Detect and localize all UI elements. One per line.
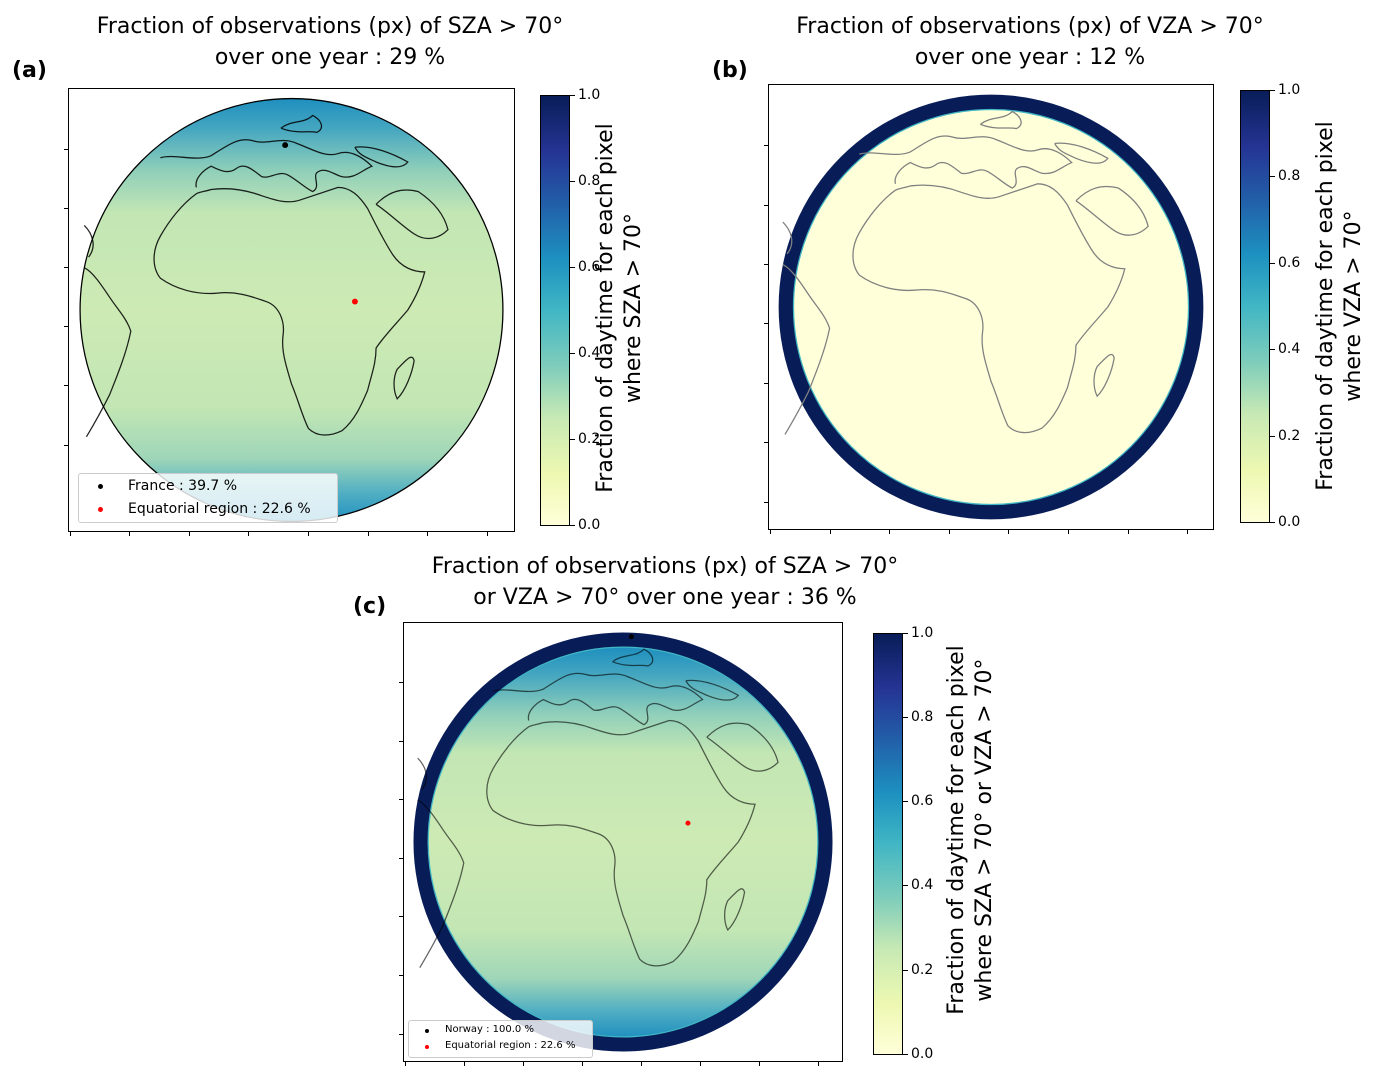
- panel-a-map-frame: [68, 88, 515, 532]
- panel-c-cbtick-3: 0.6: [911, 793, 934, 809]
- panel-c-cbtick-0: 0.0: [911, 1046, 934, 1062]
- panel-a-title-line1: Fraction of observations (px) of SZA > 7…: [96, 14, 564, 39]
- panel-c-globe-disk: [427, 646, 819, 1038]
- panel-a-legend-marker-france: [98, 484, 103, 489]
- panel-b-colorbar: [1240, 90, 1270, 523]
- panel-b-cbtick-4: 0.8: [1278, 168, 1301, 184]
- panel-c-legend: Norway : 100.0 % Equatorial region : 22.…: [408, 1020, 593, 1058]
- panel-b-colorbar-label-line1: Fraction of daytime for each pixel: [1313, 121, 1338, 491]
- panel-a-title: Fraction of observations (px) of SZA > 7…: [60, 11, 600, 73]
- panel-b-colorbar-label: Fraction of daytime for each pixel where…: [1312, 96, 1368, 516]
- panel-a-legend-equatorial: Equatorial region : 22.6 %: [128, 501, 311, 517]
- panel-c-colorbar-label: Fraction of daytime for each pixel where…: [943, 610, 999, 1050]
- panel-a-cbtick-1: 0.2: [578, 431, 601, 447]
- panel-b-globe: [768, 84, 1214, 530]
- panel-b-label: (b): [712, 58, 748, 83]
- panel-a-legend-marker-equatorial: [98, 507, 103, 512]
- panel-c-colorbar: [873, 633, 903, 1055]
- panel-a-cbtick-4: 0.8: [578, 173, 601, 189]
- panel-c-title-line1: Fraction of observations (px) of SZA > 7…: [431, 554, 899, 579]
- panel-b-title-line2: over one year : 12 %: [914, 45, 1146, 70]
- panel-a-cbtick-5: 1.0: [578, 87, 601, 103]
- panel-c-cbtick-1: 0.2: [911, 962, 934, 978]
- panel-c-cbtick-5: 1.0: [911, 625, 934, 641]
- panel-c-cbtick-2: 0.4: [911, 877, 934, 893]
- panel-c-globe: [403, 622, 843, 1062]
- panel-c-title-line2: or VZA > 70° over one year : 36 %: [473, 585, 857, 610]
- panel-b-map-frame: [768, 84, 1214, 530]
- panel-c-point-equatorial: [685, 820, 691, 826]
- panel-b-cbtick-1: 0.2: [1278, 428, 1301, 444]
- panel-c-cbtick-4: 0.8: [911, 709, 934, 725]
- panel-a-colorbar-label-line2: where SZA > 70°: [621, 212, 646, 404]
- panel-b-title-line1: Fraction of observations (px) of VZA > 7…: [796, 14, 1264, 39]
- panel-a-point-equatorial: [351, 298, 358, 305]
- panel-c-legend-norway: Norway : 100.0 %: [445, 1024, 534, 1035]
- panel-a-label: (a): [12, 58, 47, 83]
- panel-a-cbtick-2: 0.4: [578, 345, 601, 361]
- panel-c-colorbar-label-line2: where SZA > 70° or VZA > 70°: [972, 658, 997, 1002]
- panel-a-legend-france: France : 39.7 %: [128, 478, 238, 494]
- panel-a-point-france: [282, 142, 289, 149]
- panel-b-cbtick-2: 0.4: [1278, 341, 1301, 357]
- panel-c-map-frame: [403, 622, 843, 1062]
- panel-c-colorbar-label-line1: Fraction of daytime for each pixel: [944, 645, 969, 1015]
- panel-a-globe-disk: [79, 97, 504, 523]
- panel-a-title-line2: over one year : 29 %: [214, 45, 446, 70]
- panel-a-globe: [68, 88, 515, 532]
- panel-b-globe-disk: [792, 108, 1190, 506]
- panel-b-colorbar-label-line2: where VZA > 70°: [1341, 210, 1366, 402]
- panel-c-legend-marker-equatorial: [425, 1045, 429, 1049]
- panel-a-colorbar: [540, 95, 570, 526]
- panel-c-point-norway: [628, 634, 634, 640]
- panel-c-legend-marker-norway: [425, 1029, 429, 1033]
- panel-a-cbtick-3: 0.6: [578, 259, 601, 275]
- panel-c-legend-equatorial: Equatorial region : 22.6 %: [445, 1040, 576, 1051]
- panel-a-colorbar-label-line1: Fraction of daytime for each pixel: [593, 123, 618, 493]
- panel-b-cbtick-0: 0.0: [1278, 514, 1301, 530]
- panel-a-colorbar-label: Fraction of daytime for each pixel where…: [592, 98, 648, 518]
- panel-a-legend: France : 39.7 % Equatorial region : 22.6…: [78, 473, 338, 523]
- panel-b-cbtick-5: 1.0: [1278, 82, 1301, 98]
- panel-b-cbtick-3: 0.6: [1278, 255, 1301, 271]
- panel-b-title: Fraction of observations (px) of VZA > 7…: [760, 11, 1300, 73]
- panel-c-title: Fraction of observations (px) of SZA > 7…: [395, 551, 935, 613]
- panel-a-cbtick-0: 0.0: [578, 517, 601, 533]
- panel-c-label: (c): [353, 594, 387, 619]
